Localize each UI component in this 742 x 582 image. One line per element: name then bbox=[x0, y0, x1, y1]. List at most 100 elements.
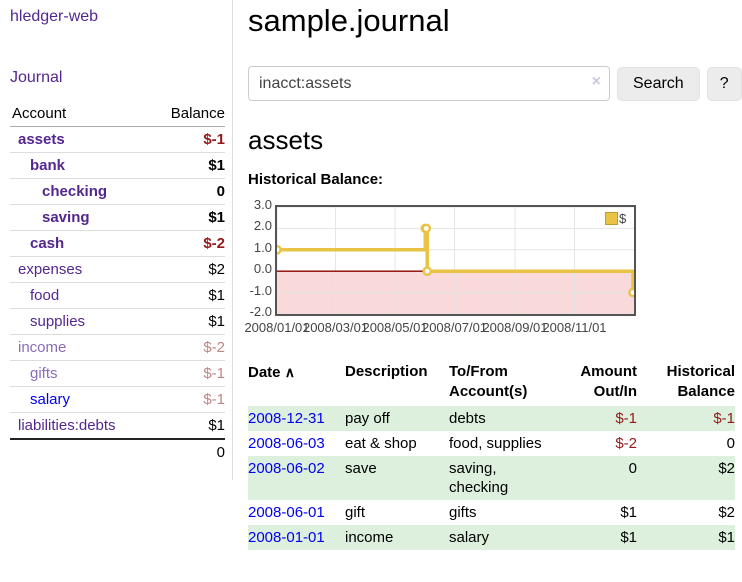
search-row: × Search ? bbox=[248, 66, 742, 101]
account-link-assets[interactable]: assets bbox=[18, 131, 65, 148]
transaction-accounts: salary bbox=[449, 529, 490, 546]
x-axis-tick-label: 2008/11/01 bbox=[542, 320, 607, 335]
accounts-header-row: Account Balance bbox=[10, 102, 225, 127]
register-row: 2008-06-03 eat & shop food, supplies $-2… bbox=[248, 431, 735, 456]
accounts-total-row: 0 bbox=[10, 438, 225, 466]
register-row: 2008-12-31 pay off debts $-1 $-1 bbox=[248, 406, 735, 431]
account-link-checking[interactable]: checking bbox=[42, 183, 108, 200]
account-balance: $1 bbox=[150, 412, 225, 439]
sidebar: hledger-web Journal Account Balance asse… bbox=[0, 0, 233, 480]
x-axis-tick-label: 2008/05/01 bbox=[362, 320, 428, 335]
account-link-salary[interactable]: salary bbox=[30, 391, 71, 408]
x-axis-tick-label: 2008/07/01 bbox=[421, 320, 488, 335]
transaction-date-link[interactable]: 2008-06-01 bbox=[248, 504, 325, 521]
account-row: saving $1 bbox=[10, 204, 225, 231]
chart-title: Historical Balance: bbox=[248, 171, 384, 188]
account-link-bank[interactable]: bank bbox=[30, 157, 66, 174]
register-header-balance: Historical Balance bbox=[666, 363, 735, 400]
transaction-balance: $2 bbox=[718, 460, 735, 477]
legend-swatch-icon bbox=[605, 212, 618, 225]
x-axis-tick-label: 2008/01/01 bbox=[244, 320, 310, 335]
account-link-income[interactable]: income bbox=[18, 339, 67, 356]
y-axis-tick-label: -1.0 bbox=[249, 282, 272, 298]
chart-plot bbox=[272, 205, 638, 316]
transaction-balance: $2 bbox=[718, 504, 735, 521]
transaction-balance: $1 bbox=[718, 529, 735, 546]
search-button[interactable]: Search bbox=[617, 66, 700, 101]
register-header-description: Description bbox=[345, 363, 428, 380]
account-balance: $1 bbox=[150, 152, 225, 179]
accounts-total-value: 0 bbox=[150, 438, 225, 466]
journal-link[interactable]: Journal bbox=[10, 69, 63, 86]
register-header-tofrom: To/From Account(s) bbox=[449, 363, 528, 400]
transaction-date-link[interactable]: 2008-06-02 bbox=[248, 460, 325, 477]
account-row: expenses $2 bbox=[10, 256, 225, 283]
transaction-description: gift bbox=[345, 504, 366, 521]
account-heading: assets bbox=[248, 125, 324, 155]
transaction-balance: 0 bbox=[726, 435, 735, 452]
brand-link[interactable]: hledger-web bbox=[10, 8, 99, 25]
legend-label: $ bbox=[619, 211, 627, 226]
transaction-date-link[interactable]: 2008-12-31 bbox=[248, 410, 325, 427]
account-balance: $-1 bbox=[150, 386, 225, 413]
accounts-header-balance: Balance bbox=[150, 102, 225, 127]
register-header-row: Date ∧ Description To/From Account(s) Am… bbox=[248, 360, 735, 406]
transaction-date-link[interactable]: 2008-06-03 bbox=[248, 435, 325, 452]
clear-search-icon[interactable]: × bbox=[591, 73, 601, 90]
page-title: sample.journal bbox=[248, 3, 450, 38]
account-row: bank $1 bbox=[10, 152, 225, 179]
transaction-description: income bbox=[345, 529, 394, 546]
register-row: 2008-01-01 income salary $1 $1 bbox=[248, 525, 735, 550]
account-row: supplies $1 bbox=[10, 308, 225, 335]
register-row: 2008-06-01 gift gifts $1 $2 bbox=[248, 500, 735, 525]
chart-legend: $ bbox=[605, 211, 626, 226]
account-balance: $-2 bbox=[150, 334, 225, 361]
accounts-header-account: Account bbox=[10, 102, 151, 127]
account-balance: 0 bbox=[150, 178, 225, 205]
transaction-accounts: saving, checking bbox=[449, 460, 509, 496]
y-axis-tick-label: 2.0 bbox=[253, 218, 272, 234]
balance-chart: $ 3.0 2.0 1.0 0.0 -1.0 -2.0 2008/01/01 2008/03/… bbox=[244, 197, 736, 339]
search-box: × bbox=[248, 66, 610, 101]
account-balance: $2 bbox=[150, 256, 225, 283]
register-header-amount: Amount Out/In bbox=[580, 363, 637, 400]
transaction-accounts: debts bbox=[449, 410, 486, 427]
account-link-expenses[interactable]: expenses bbox=[18, 261, 83, 278]
account-link-cash[interactable]: cash bbox=[30, 235, 65, 252]
account-row: checking 0 bbox=[10, 178, 225, 205]
transaction-description: eat & shop bbox=[345, 435, 417, 452]
transaction-accounts: food, supplies bbox=[449, 435, 542, 452]
transaction-balance: $-1 bbox=[713, 410, 735, 427]
sort-ascending-icon: ∧ bbox=[284, 364, 295, 380]
app-layout: hledger-web Journal Account Balance asse… bbox=[0, 0, 742, 550]
account-link-liabilities-debts[interactable]: liabilities:debts bbox=[18, 417, 116, 434]
register-header-date[interactable]: Date ∧ bbox=[248, 364, 295, 381]
account-link-supplies[interactable]: supplies bbox=[30, 313, 86, 330]
account-balance: $-2 bbox=[150, 230, 225, 257]
account-link-gifts[interactable]: gifts bbox=[30, 365, 58, 382]
register-row: 2008-06-02 save saving, checking 0 $2 bbox=[248, 456, 735, 500]
transaction-description: pay off bbox=[345, 410, 390, 427]
y-axis-tick-label: -2.0 bbox=[249, 304, 272, 319]
account-row: liabilities:debts $1 bbox=[10, 412, 225, 439]
transaction-description: save bbox=[345, 460, 377, 477]
account-row: salary $-1 bbox=[10, 386, 225, 413]
x-axis-tick-label: 2008/09/01 bbox=[482, 320, 548, 335]
y-axis-tick-label: 1.0 bbox=[253, 239, 272, 255]
account-balance: $1 bbox=[150, 282, 225, 309]
main-content: sample.journal × Search ? assets Histori… bbox=[233, 0, 742, 550]
transaction-amount: $1 bbox=[620, 529, 637, 546]
help-button[interactable]: ? bbox=[706, 66, 742, 101]
transaction-amount: $-1 bbox=[615, 410, 637, 427]
register-table: Date ∧ Description To/From Account(s) Am… bbox=[248, 360, 735, 550]
y-axis-tick-label: 3.0 bbox=[253, 197, 272, 212]
transaction-date-link[interactable]: 2008-01-01 bbox=[248, 529, 325, 546]
account-balance: $-1 bbox=[203, 131, 225, 148]
y-axis-tick-label: 0.0 bbox=[253, 261, 272, 277]
search-input[interactable] bbox=[248, 66, 610, 101]
account-link-food[interactable]: food bbox=[30, 287, 60, 304]
account-link-saving[interactable]: saving bbox=[42, 209, 90, 226]
account-row: assets $-1 bbox=[10, 127, 225, 153]
x-axis-tick-label: 2008/03/01 bbox=[302, 320, 369, 335]
account-row: gifts $-1 bbox=[10, 360, 225, 387]
